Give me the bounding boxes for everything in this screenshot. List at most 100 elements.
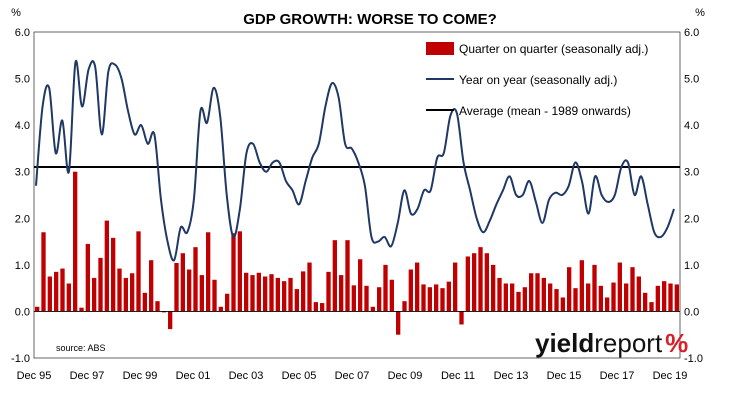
qoq-bar xyxy=(567,267,572,312)
x-tick-label: Dec 99 xyxy=(123,370,158,382)
qoq-bar xyxy=(149,260,154,312)
qoq-bar xyxy=(250,275,255,312)
y-tick-label-left: 5.0 xyxy=(15,74,30,86)
y-tick-label-right: 0.0 xyxy=(684,306,699,318)
qoq-bar xyxy=(643,292,648,312)
qoq-bar xyxy=(263,276,268,312)
x-tick-label: Dec 97 xyxy=(70,370,105,382)
qoq-bar xyxy=(579,260,584,312)
qoq-bar xyxy=(142,292,147,312)
qoq-bar xyxy=(320,303,325,312)
qoq-bar xyxy=(85,243,90,312)
qoq-bar xyxy=(339,275,344,312)
qoq-bar xyxy=(548,283,553,312)
y-tick-label-left: 6.0 xyxy=(15,27,30,39)
qoq-bar xyxy=(453,262,458,312)
yoy-line xyxy=(35,59,675,262)
x-tick-label: Dec 03 xyxy=(229,370,264,382)
y-tick-label-left: -1.0 xyxy=(11,353,30,365)
qoq-bar xyxy=(573,288,578,312)
right-axis-ticks: 6.0 5.0 4.0 3.0 2.0 1.0 0.0 -1.0 xyxy=(684,27,703,365)
qoq-bar xyxy=(522,287,527,312)
x-tick-label: Dec 15 xyxy=(547,370,582,382)
x-tick-label: Dec 01 xyxy=(176,370,211,382)
qoq-bar xyxy=(47,276,52,312)
qoq-bar xyxy=(199,275,204,312)
qoq-bar xyxy=(484,253,489,312)
qoq-bar xyxy=(60,268,65,312)
qoq-bar xyxy=(605,297,610,312)
qoq-bar xyxy=(440,288,445,312)
qoq-bar xyxy=(206,232,211,312)
qoq-bar xyxy=(383,264,388,312)
qoq-bar xyxy=(244,272,249,312)
qoq-bar xyxy=(358,259,363,312)
qoq-bar xyxy=(168,311,173,330)
qoq-bar xyxy=(92,277,97,312)
qoq-bar xyxy=(655,285,660,312)
qoq-bar xyxy=(472,253,477,312)
right-axis-unit: % xyxy=(695,7,705,19)
qoq-bar xyxy=(434,284,439,312)
qoq-bar xyxy=(73,171,78,312)
qoq-bar xyxy=(104,220,109,312)
qoq-bar xyxy=(415,262,420,312)
qoq-bar xyxy=(510,283,515,312)
qoq-bar xyxy=(402,301,407,312)
qoq-bar xyxy=(478,247,483,312)
x-tick-label: Dec 07 xyxy=(335,370,370,382)
qoq-bar xyxy=(408,269,413,312)
y-tick-label-right: 1.0 xyxy=(684,260,699,272)
y-tick-label-left: 4.0 xyxy=(15,120,30,132)
qoq-bar xyxy=(237,231,242,312)
qoq-bar xyxy=(516,291,521,312)
qoq-bar xyxy=(98,257,103,312)
qoq-bar xyxy=(256,272,261,312)
y-tick-label-right: 4.0 xyxy=(684,120,699,132)
plot-area xyxy=(33,31,681,359)
x-tick-label: Dec 11 xyxy=(441,370,475,382)
qoq-bar xyxy=(497,277,502,312)
qoq-bar xyxy=(212,279,217,312)
qoq-bar xyxy=(560,297,565,312)
y-tick-label-right: -1.0 xyxy=(684,353,703,365)
qoq-bar xyxy=(307,262,312,312)
qoq-bar xyxy=(294,289,299,312)
left-axis-ticks: 6.0 5.0 4.0 3.0 2.0 1.0 0.0 -1.0 xyxy=(11,27,30,365)
legend-label-average: Average (mean - 1989 onwards) xyxy=(459,104,631,118)
x-tick-label: Dec 95 xyxy=(17,370,52,382)
y-tick-label-right: 3.0 xyxy=(684,167,699,179)
y-tick-label-left: 2.0 xyxy=(15,213,30,225)
logo-report-text: report xyxy=(594,328,663,358)
qoq-bar xyxy=(193,247,198,312)
x-tick-label: Dec 05 xyxy=(282,370,317,382)
qoq-bar xyxy=(180,253,185,312)
legend-swatch-qoq xyxy=(426,42,454,55)
qoq-bar xyxy=(364,285,369,312)
qoq-bar xyxy=(282,281,287,312)
qoq-bar xyxy=(668,283,673,312)
qoq-bar xyxy=(41,232,46,312)
qoq-bar xyxy=(161,311,166,313)
qoq-bar xyxy=(351,285,356,312)
qoq-bars xyxy=(35,171,679,335)
qoq-bar xyxy=(301,271,306,312)
qoq-bar xyxy=(389,279,394,312)
qoq-bar xyxy=(130,273,135,312)
qoq-bar xyxy=(636,276,641,312)
qoq-bar xyxy=(117,268,122,312)
qoq-bar xyxy=(503,283,508,312)
qoq-bar xyxy=(269,274,274,312)
qoq-bar xyxy=(611,282,616,312)
qoq-bar xyxy=(187,269,192,312)
x-tick-label: Dec 17 xyxy=(600,370,635,382)
qoq-bar xyxy=(674,284,679,312)
qoq-bar xyxy=(446,281,451,312)
qoq-bar xyxy=(649,302,654,312)
y-tick-label-left: 1.0 xyxy=(15,260,30,272)
x-axis-ticks: Dec 95 Dec 97 Dec 99 Dec 01 Dec 03 Dec 05 Dec … xyxy=(17,370,688,382)
qoq-bar xyxy=(624,283,629,312)
logo-yield-text: yield xyxy=(535,328,594,358)
qoq-bar xyxy=(421,284,426,312)
